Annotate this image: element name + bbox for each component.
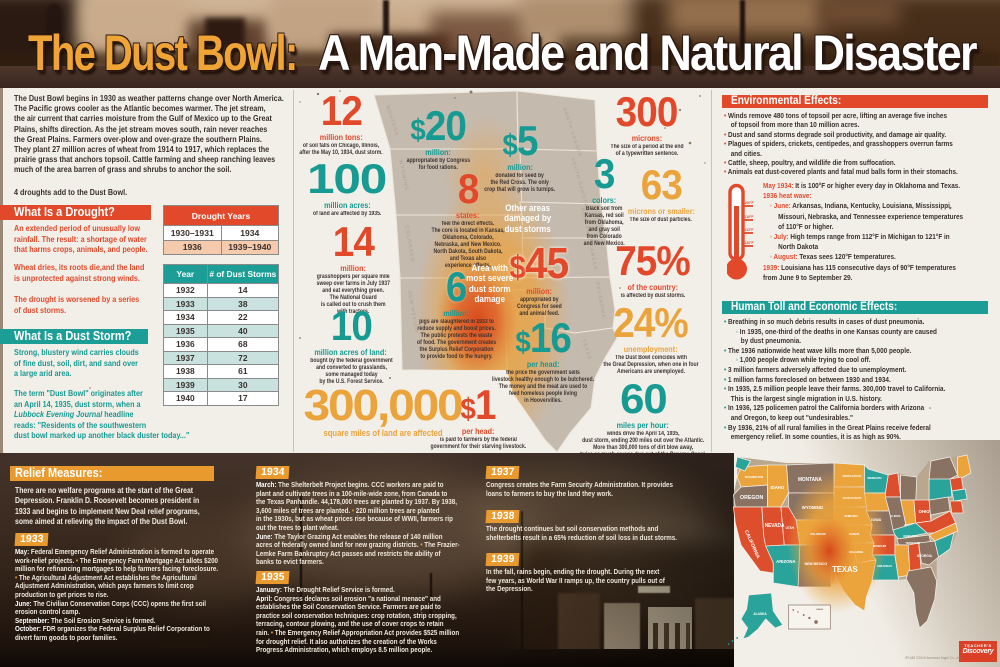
svg-text:TEXAS: TEXAS [832,565,857,574]
svg-text:120°F: 120°F [745,241,754,245]
svg-text:TENNESSEE: TENNESSEE [905,542,920,545]
svg-text:ILLINOIS: ILLINOIS [890,515,901,518]
svg-text:NEVADA: NEVADA [765,523,785,529]
svg-text:KANSAS: KANSAS [587,243,599,271]
svg-text:OHIO: OHIO [919,509,930,514]
svg-text:NEW MEXICO: NEW MEXICO [805,562,828,566]
svg-text:HAWAII: HAWAII [816,608,823,611]
svg-text:MINNESOTA: MINNESOTA [867,477,882,480]
svg-text:ARIZONA: ARIZONA [776,559,796,564]
svg-text:NORTH DAKOTA: NORTH DAKOTA [843,475,862,478]
svg-text:WYOMING: WYOMING [802,505,824,510]
svg-text:110°F: 110°F [745,215,754,219]
svg-text:IOWA: IOWA [871,517,881,522]
svg-text:UTAH: UTAH [786,526,795,530]
svg-text:OKLAHOMA: OKLAHOMA [849,551,863,554]
svg-text:SOUTH DAKOTA: SOUTH DAKOTA [843,497,862,500]
svg-text:OREGON: OREGON [740,495,763,501]
svg-text:NEBRASKA: NEBRASKA [845,515,859,518]
svg-text:ALASKA: ALASKA [753,612,767,616]
svg-text:IDAHO: IDAHO [770,485,784,490]
svg-text:COLORADO: COLORADO [810,532,825,536]
svg-text:GEORGIA: GEORGIA [917,554,933,558]
svg-text:KANSAS: KANSAS [849,533,859,536]
svg-text:100°F: 100°F [745,201,754,205]
svg-text:MONTANA: MONTANA [798,477,822,483]
svg-text:WASHINGTON: WASHINGTON [745,475,763,479]
svg-text:KENTUCKY: KENTUCKY [903,534,918,538]
svg-text:112°F: 112°F [745,228,754,232]
svg-text:MISSOURI: MISSOURI [873,544,886,548]
svg-text:ARKANSAS: ARKANSAS [877,564,892,568]
